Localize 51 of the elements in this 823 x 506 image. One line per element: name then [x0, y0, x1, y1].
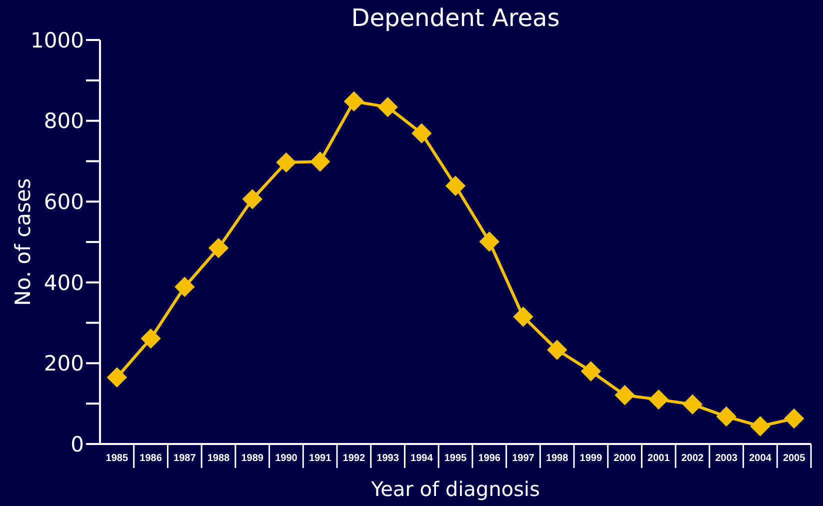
point: [174, 276, 195, 297]
point: [682, 394, 703, 415]
point: [580, 361, 602, 382]
x-tick-label: 1992: [342, 453, 366, 464]
point: [445, 176, 466, 196]
point: [106, 367, 128, 388]
y-tick-label: 800: [44, 109, 84, 134]
y-tick-label: 0: [70, 432, 84, 456]
x-tick-label: 2004: [749, 453, 772, 464]
x-tick-label: 2002: [681, 453, 704, 464]
x-tick-label: 1989: [241, 453, 264, 464]
x-tick-label: 1994: [410, 453, 434, 464]
x-tick-label: 2003: [715, 453, 738, 464]
x-tick-label: 1986: [140, 453, 162, 464]
x-tick-label: 1996: [478, 453, 501, 464]
x-tick-label: 1991: [308, 453, 332, 464]
x-tick-label: 1995: [444, 453, 468, 464]
point: [310, 152, 330, 172]
x-axis-title: Year of diagnosis: [370, 477, 540, 501]
point: [479, 232, 500, 252]
point: [276, 152, 296, 173]
x-tick-label: 1985: [106, 453, 128, 464]
x-tick-label: 1999: [580, 453, 602, 464]
point: [378, 96, 398, 118]
x-tick-label: 1998: [546, 453, 569, 464]
x-tick-label: 1993: [376, 453, 400, 464]
point: [513, 306, 534, 327]
x-tick-label: 2000: [614, 453, 636, 464]
y-axis-title: No. of cases: [11, 178, 35, 306]
x-tick-label: 1997: [512, 453, 535, 464]
point: [546, 340, 568, 360]
y-tick-label: 200: [44, 352, 84, 376]
y-tick-label: 1000: [30, 28, 84, 52]
y-tick-label: 600: [44, 190, 84, 214]
x-tick-label: 2001: [648, 453, 670, 464]
point: [784, 408, 804, 429]
x-tick-label: 2005: [782, 453, 806, 464]
point: [614, 385, 635, 406]
x-tick-label: 1988: [207, 453, 230, 464]
point: [648, 389, 669, 410]
point: [242, 189, 262, 210]
point: [208, 238, 229, 258]
chart-title: Dependent Areas: [351, 4, 560, 32]
y-tick-label: 400: [44, 270, 84, 295]
point: [344, 91, 364, 112]
point: [716, 406, 736, 427]
x-tick-label: 1990: [275, 453, 298, 464]
point: [412, 123, 432, 144]
point: [140, 328, 161, 349]
point: [750, 416, 770, 436]
x-tick-label: 1987: [174, 453, 196, 464]
